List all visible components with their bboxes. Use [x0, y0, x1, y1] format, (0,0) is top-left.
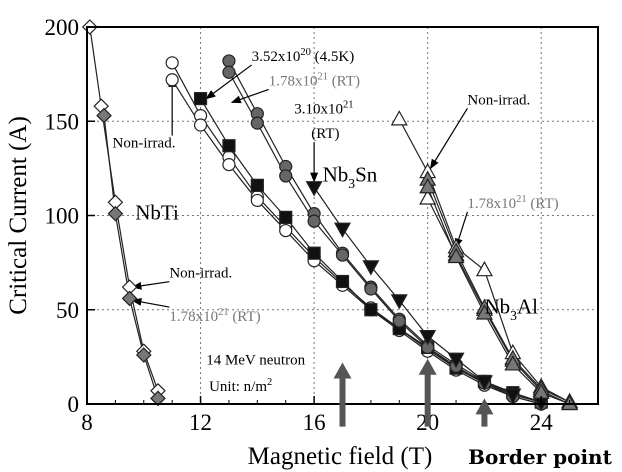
series-3-point-0: [165, 73, 179, 87]
series-6-point-1: [250, 116, 264, 130]
series-1-point-0: [96, 107, 112, 124]
series-4-point-2: [250, 178, 264, 192]
series-line-8: [398, 119, 570, 403]
series-2-point-0: [165, 56, 179, 70]
label-ann-35: 3.52x1020 (4.5K): [252, 47, 355, 65]
series-4-point-1: [222, 139, 236, 153]
arrow-ann-35: [205, 64, 253, 100]
y-tick-label-200: 200: [45, 15, 80, 40]
label-ann-310-rt: (RT): [311, 126, 339, 142]
label-ann-nonirr-ti: Non-irrad.: [169, 266, 232, 282]
label-ann-nonirr-al: Non-irrad.: [467, 92, 530, 108]
arrow-ann-nonirr-ti: [131, 281, 170, 290]
y-tick-label-100: 100: [45, 204, 80, 229]
series-7-point-7: [504, 388, 522, 404]
annotations: NbTi Nb3Sn Nb3Al 3.52x1020 (4.5K) 1.78x1021 …: [113, 47, 559, 395]
label-ann-178-sn: 1.78x1021 (RT): [269, 71, 360, 89]
series-6-point-4: [335, 248, 350, 262]
y-tick-label-150: 150: [45, 109, 80, 134]
x-tick-label-16: 16: [303, 410, 326, 435]
label-ann-178-ti: 1.78x1021 (RT): [169, 307, 260, 325]
series-3-point-3: [250, 193, 264, 208]
x-axis-label: Magnetic field (T): [248, 443, 433, 470]
series-11-point-1: [447, 247, 465, 264]
y-axis-label: Critical Current (A): [5, 116, 32, 315]
arrow-ann-178-ti: [131, 298, 170, 308]
arrow-ann-nonirr-al: [429, 107, 468, 170]
annotation-arrows: [131, 64, 468, 308]
series-7-point-0: [305, 181, 323, 197]
series-line-5: [228, 60, 542, 403]
border-arrow-head-2: [475, 398, 494, 415]
label-nb3sn: Nb3Sn: [323, 163, 378, 191]
series-1-point-3: [135, 347, 152, 363]
series-6-point-6: [392, 314, 406, 328]
axis-ticks: 812162024050100150200: [45, 15, 571, 435]
series-11-point-3: [504, 355, 522, 371]
series-7-point-5: [447, 352, 465, 368]
series-7-point-1: [333, 222, 352, 238]
series-11-point-2: [475, 304, 493, 320]
label-ann-nonirr-sn: Non-irrad.: [113, 136, 176, 152]
data-markers: [81, 19, 579, 412]
series-5-point-0: [222, 54, 236, 68]
y-tick-label-0: 0: [68, 392, 80, 417]
border-arrow-head-0: [333, 362, 352, 379]
series-6-point-5: [364, 282, 378, 296]
border-point-arrows: [333, 358, 494, 427]
series-9-point-0: [419, 189, 437, 205]
label-ann-178-al: 1.78x1021 (RT): [467, 194, 558, 212]
series-7-point-6: [475, 375, 493, 391]
series-4-point-0: [193, 92, 208, 106]
arrow-ann-178-sn: [230, 88, 269, 104]
label-ann-neutron: 14 MeV neutron: [206, 352, 305, 368]
label-nbti: NbTi: [135, 200, 179, 224]
x-tick-label-24: 24: [530, 410, 554, 435]
series-8-point-3: [475, 260, 493, 277]
series-6-point-2: [279, 169, 293, 183]
border-point-label: Border point: [468, 445, 612, 469]
series-6-point-3: [307, 214, 321, 228]
series-1-point-2: [121, 290, 138, 307]
series-4-point-6: [364, 303, 378, 317]
series-6-point-0: [222, 65, 236, 79]
series-4-point-5: [335, 274, 350, 289]
series-4-point-4: [307, 246, 321, 260]
series-1-point-4: [150, 390, 166, 407]
label-ann-310: 3.10x1021: [294, 100, 353, 118]
series-8-point-0: [390, 110, 408, 126]
label-ann-unit: Unit: n/m2: [209, 377, 272, 395]
arrow-ann-178-al: [454, 211, 468, 249]
series-7-point-3: [390, 294, 408, 310]
border-arrow-head-1: [418, 358, 437, 375]
series-7-point-4: [419, 330, 437, 346]
series-4-point-3: [279, 210, 293, 224]
series-line-10: [427, 179, 570, 403]
series-3-point-1: [193, 118, 208, 132]
x-tick-label-8: 8: [81, 410, 93, 435]
series-3-point-2: [222, 158, 236, 172]
series-1-point-1: [107, 205, 124, 222]
x-tick-label-12: 12: [189, 410, 212, 435]
label-nb3al: Nb3Al: [484, 295, 538, 323]
series-3-point-4: [279, 223, 293, 238]
series-11-point-0: [419, 177, 437, 194]
y-tick-label-50: 50: [56, 298, 79, 323]
series-7-point-2: [362, 260, 380, 276]
series-line-2: [171, 62, 542, 403]
